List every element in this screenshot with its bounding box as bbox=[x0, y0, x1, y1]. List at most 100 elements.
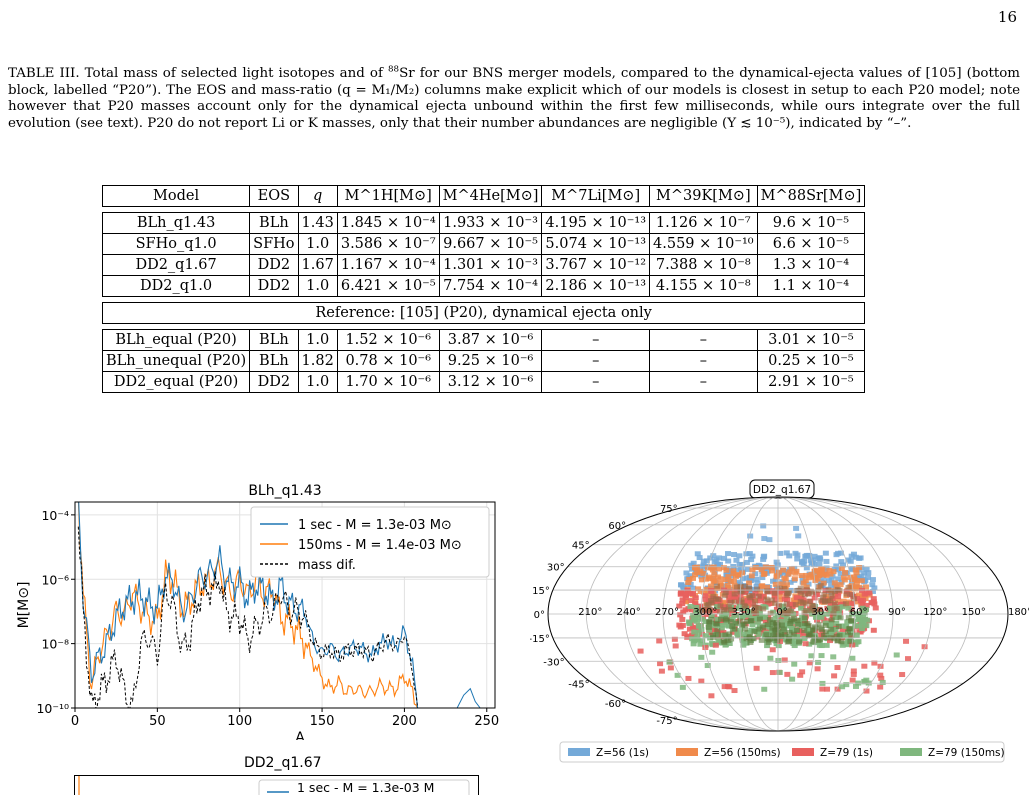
legend-label: 1 sec - M = 1.3e-03 M⊙ bbox=[298, 518, 452, 533]
lon-label: 240° bbox=[617, 607, 641, 618]
map-cell bbox=[781, 627, 787, 632]
map-cell bbox=[666, 660, 672, 665]
map-cell bbox=[844, 592, 850, 597]
map-cell bbox=[722, 684, 728, 689]
legend-label: 150ms - M = 1.4e-03 M⊙ bbox=[298, 538, 462, 553]
header-h: M^1H[M⊙] bbox=[337, 186, 439, 207]
map-cell bbox=[794, 628, 800, 633]
map-cell bbox=[714, 584, 720, 589]
map-cell bbox=[754, 587, 760, 592]
map-cell bbox=[756, 594, 762, 599]
table-cell: DD2 bbox=[250, 276, 298, 297]
table-cell: 9.6 × 10⁻⁵ bbox=[757, 213, 865, 234]
map-cell bbox=[784, 601, 790, 606]
map-cell bbox=[852, 624, 858, 629]
reference-label: Reference: [105] (P20), dynamical ejecta… bbox=[103, 303, 865, 324]
map-cell bbox=[806, 632, 812, 637]
map-cell bbox=[877, 685, 883, 690]
map-cell bbox=[851, 672, 857, 677]
lat-label: 60° bbox=[608, 521, 626, 532]
map-cell bbox=[679, 601, 685, 606]
header-q: q bbox=[298, 186, 337, 207]
map-cell bbox=[808, 589, 814, 594]
map-cell bbox=[713, 643, 719, 648]
map-cell bbox=[678, 591, 684, 596]
table-cell: 1.0 bbox=[298, 234, 337, 255]
map-cell bbox=[709, 650, 715, 655]
chart-legend: 1 sec - M = 1.3e-03 M⊙ 150ms - M = 1.4e-0… bbox=[251, 507, 489, 577]
map-cell bbox=[786, 572, 792, 577]
ref-table-cell: BLh bbox=[250, 351, 298, 372]
map-cell bbox=[638, 649, 644, 654]
map-cell bbox=[848, 559, 854, 564]
map-cell bbox=[753, 565, 759, 570]
map-legend-swatch bbox=[568, 748, 590, 756]
map-cell bbox=[763, 632, 769, 637]
map-cell bbox=[748, 557, 754, 562]
map-cell bbox=[803, 641, 809, 646]
x-tick-label: 100 bbox=[227, 714, 252, 729]
lat-label: -60° bbox=[605, 699, 626, 710]
map-legend-swatch bbox=[676, 748, 698, 756]
lon-label: 300° bbox=[693, 607, 717, 618]
map-cell bbox=[829, 594, 835, 599]
map-legend: Z=56 (1s)Z=56 (150ms)Z=79 (1s)Z=79 (150m… bbox=[560, 742, 1005, 762]
x-axis-label: A bbox=[295, 730, 305, 740]
map-cell bbox=[819, 627, 825, 632]
lon-label: 60° bbox=[850, 607, 868, 618]
table-cell: 6.421 × 10⁻⁵ bbox=[337, 276, 439, 297]
map-cell bbox=[691, 641, 697, 646]
ref-table-cell: BLh_unequal (P20) bbox=[103, 351, 250, 372]
map-cell bbox=[721, 640, 727, 645]
table-cell: 1.43 bbox=[298, 213, 337, 234]
map-cell bbox=[714, 622, 720, 627]
map-cell bbox=[870, 577, 876, 582]
map-cell bbox=[816, 561, 822, 566]
map-cell bbox=[801, 628, 807, 633]
map-cell bbox=[873, 605, 879, 610]
y-tick-label: 10⁻¹⁰ bbox=[36, 701, 69, 716]
map-cell bbox=[682, 631, 688, 636]
ref-table-cell: – bbox=[542, 351, 650, 372]
map-cell bbox=[824, 573, 830, 578]
map-cell bbox=[784, 593, 790, 598]
map-cell bbox=[708, 693, 714, 698]
y-tick-label: 10⁻⁴ bbox=[41, 508, 69, 523]
table-cell: DD2 bbox=[250, 255, 298, 276]
map-cell bbox=[748, 618, 754, 623]
map-cell bbox=[761, 536, 767, 541]
map-cell bbox=[832, 601, 838, 606]
map-cell bbox=[680, 685, 686, 690]
map-cell bbox=[706, 620, 712, 625]
table-cell: 1.3 × 10⁻⁴ bbox=[757, 255, 865, 276]
map-cell bbox=[770, 633, 776, 638]
map-cell bbox=[710, 594, 716, 599]
table-cell: 9.667 × 10⁻⁵ bbox=[439, 234, 542, 255]
lat-label: 15° bbox=[532, 586, 550, 597]
table-cell: 1.301 × 10⁻³ bbox=[439, 255, 542, 276]
map-legend-swatch bbox=[900, 748, 922, 756]
ref-table-cell: 9.25 × 10⁻⁶ bbox=[439, 351, 542, 372]
table-cell: DD2_q1.0 bbox=[103, 276, 250, 297]
map-cell bbox=[854, 581, 860, 586]
map-cell bbox=[871, 599, 877, 604]
ref-table-cell: – bbox=[650, 372, 758, 393]
table-cell: BLh bbox=[250, 213, 298, 234]
table-cell: 3.767 × 10⁻¹² bbox=[542, 255, 650, 276]
header-li: M^7Li[M⊙] bbox=[542, 186, 650, 207]
header-model: Model bbox=[103, 186, 250, 207]
map-cell bbox=[792, 576, 798, 581]
table-cell: DD2_q1.67 bbox=[103, 255, 250, 276]
map-cell bbox=[838, 615, 844, 620]
map-cell bbox=[899, 672, 905, 677]
map-cell bbox=[838, 559, 844, 564]
lon-label: 150° bbox=[962, 607, 986, 618]
map-legend-label: Z=79 (1s) bbox=[820, 747, 873, 759]
map-cell bbox=[798, 590, 804, 595]
map-cell bbox=[695, 551, 701, 556]
map-cell bbox=[742, 584, 748, 589]
map-cell bbox=[732, 688, 738, 693]
map-cell bbox=[693, 595, 699, 600]
map-cell bbox=[802, 621, 808, 626]
